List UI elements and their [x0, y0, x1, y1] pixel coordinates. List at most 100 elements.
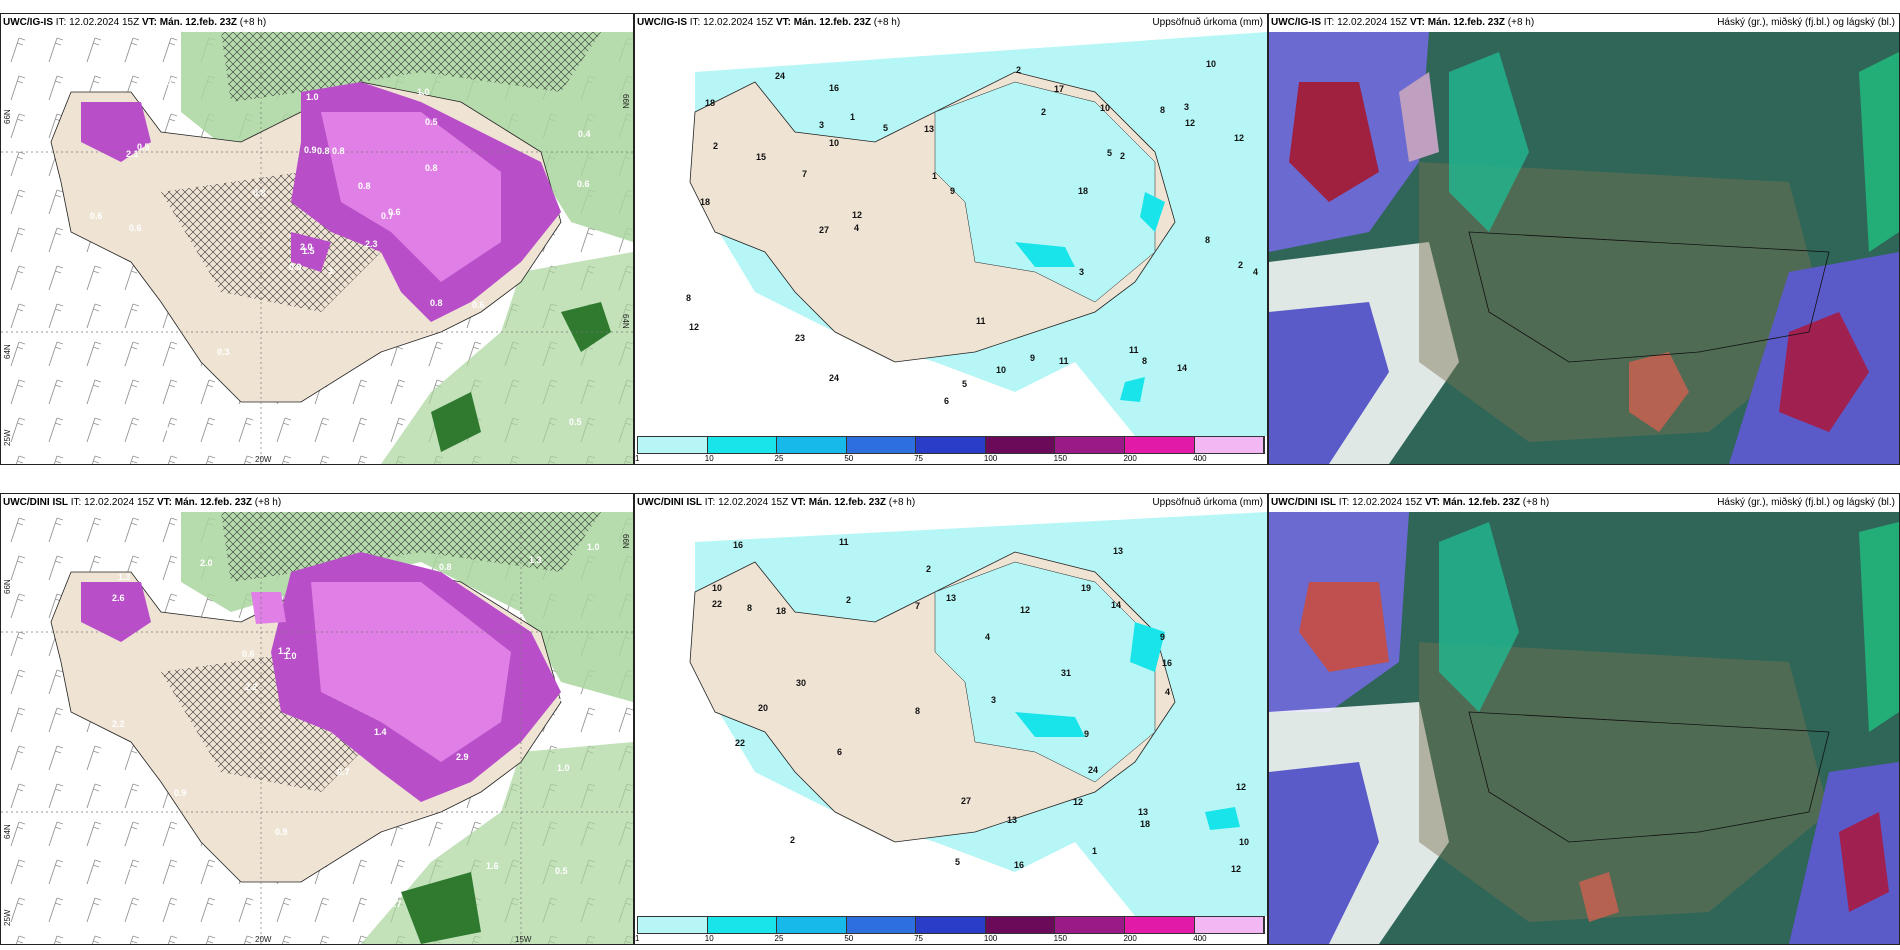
map-value-label: 15 [756, 152, 767, 162]
map-value-label: 3.0 [559, 693, 572, 703]
map-value-label: 0.6 [577, 179, 590, 189]
colorbar-tick: 1 [635, 934, 640, 943]
map-value-label: 1 [1092, 846, 1098, 856]
map-value-label: 2 [1238, 260, 1244, 270]
map-value-label: 0.8 [332, 146, 345, 156]
panel-bot-left: UWC/DINI ISL IT: 12.02.2024 15Z VT: Mán.… [0, 493, 634, 945]
lat-label-right: 66N [621, 94, 630, 109]
map-value-label: 9 [1160, 632, 1166, 642]
map-value-label: 0.6 [242, 649, 255, 659]
colorbar-segment [846, 917, 917, 933]
panel-bot-right: UWC/DINI ISL IT: 12.02.2024 15Z VT: Mán.… [1268, 493, 1900, 945]
map-value-label: 10 [1100, 103, 1111, 113]
map-value-label: 0.8 [253, 188, 266, 198]
map-value-label: 3.5 [542, 736, 555, 746]
map-value-label: 0.5 [555, 866, 568, 876]
colorbar-segment [1055, 917, 1125, 933]
colorbar-segment [985, 917, 1056, 933]
map-value-label: 2.1 [126, 149, 139, 159]
map-value-label: 1 [932, 171, 938, 181]
map-value-label: 2.0 [200, 558, 213, 568]
map-value-label: 3 [991, 695, 997, 705]
map-value-label: 22 [735, 738, 746, 748]
panel-top-right: UWC/IG-IS IT: 12.02.2024 15Z VT: Mán. 12… [1268, 13, 1900, 465]
map-value-label: 12 [1234, 133, 1245, 143]
map-value-label: 13 [924, 124, 935, 134]
precip-map [635, 512, 1267, 916]
map-value-label: 0.5 [137, 142, 150, 152]
colorbar-segment [916, 917, 986, 933]
map-value-label: 12 [689, 322, 700, 332]
map-value-label: 13 [1113, 546, 1124, 556]
map-value-label: 1.5 [159, 77, 172, 87]
colorbar-segment [777, 437, 847, 453]
map-value-label: 2.0 [300, 242, 313, 252]
lon-label: 15W [515, 935, 532, 944]
map-value-label: 2.2 [112, 719, 125, 729]
colorbar-segment [1124, 437, 1195, 453]
map-value-label: 0.8 [317, 146, 330, 156]
map-value-label: 1.5 [302, 246, 315, 256]
panel-title: UWC/IG-IS IT: 12.02.2024 15Z VT: Mán. 12… [3, 17, 267, 28]
map-value-label: 2 [846, 595, 852, 605]
colorbar-tick: 50 [844, 454, 854, 463]
map-value-label: 1.8 [118, 812, 131, 822]
map-value-label: 0.7 [381, 211, 394, 221]
map-value-label: 17 [1054, 84, 1065, 94]
cloud-map [1269, 512, 1899, 944]
colorbar-segment [916, 437, 986, 453]
map-value-label: 11 [976, 316, 986, 326]
map-value-label: 7 [802, 169, 808, 179]
panel-title: UWC/IG-IS IT: 12.02.2024 15Z VT: Mán. 12… [637, 17, 901, 28]
map-value-label: 14 [1111, 600, 1122, 610]
lat-label-right: 66N [621, 534, 630, 549]
map-value-label: 13 [1138, 807, 1149, 817]
panel-title: UWC/DINI ISL IT: 12.02.2024 15Z VT: Mán.… [637, 497, 916, 508]
map-value-label: 8 [915, 706, 921, 716]
map-value-label: 0.5 [425, 117, 438, 127]
map-value-label: 2.2 [245, 682, 258, 692]
colorbar-segment [1194, 917, 1265, 933]
map-value-label: 12 [1020, 605, 1031, 615]
lon-label: 25W [3, 909, 12, 926]
map-value-label: 1.0 [284, 651, 297, 661]
colorbar-segment [777, 917, 847, 933]
map-value-label: 1.2 [278, 646, 291, 656]
precip-map [635, 32, 1267, 436]
map-value-label: 2.3 [365, 239, 378, 249]
map-value-label: 0.8 [439, 562, 452, 572]
map-value-label: 24 [1088, 765, 1099, 775]
map-value-label: 1.0 [557, 763, 570, 773]
map-value-label: 0.4 [578, 129, 591, 139]
map-value-label: 0.9 [304, 145, 317, 155]
colorbar-segment [707, 437, 778, 453]
map-value-label: 8 [1160, 105, 1166, 115]
map-value-label: 2 [1041, 107, 1047, 117]
map-value-label: 7 [915, 601, 921, 611]
map-value-label: 2.7 [389, 899, 402, 909]
map-value-label: 2.9 [456, 752, 469, 762]
map-value-label: 6 [837, 747, 843, 757]
map-value-label: 1.1 [147, 344, 160, 354]
lon-label: 20W [255, 935, 272, 944]
map-value-label: 4 [854, 223, 860, 233]
colorbar-segment [638, 437, 708, 453]
colorbar-tick: 200 [1123, 934, 1137, 943]
map-value-label: 2 [790, 835, 796, 845]
map-value-label: 0.6 [472, 300, 485, 310]
field-title: Háský (gr.), miðský (fj.bl.) og lágský (… [1717, 17, 1895, 28]
map-value-label: 1 [850, 112, 856, 122]
map-value-label: 0.3 [217, 347, 230, 357]
map-value-label: 1.4 [129, 866, 142, 876]
field-title: Háský (gr.), miðský (fj.bl.) og lágský (… [1717, 497, 1895, 508]
panel-title: UWC/DINI ISL IT: 12.02.2024 15Z VT: Mán.… [1271, 497, 1550, 508]
colorbar-segment [707, 917, 778, 933]
map-value-label: 0.9 [275, 827, 288, 837]
map-value-label: 13 [946, 593, 957, 603]
map-value-label: 23 [795, 333, 806, 343]
map-value-label: 0.5 [106, 383, 119, 393]
map-value-label: 3 [819, 120, 825, 130]
map-value-label: 5 [955, 857, 961, 867]
map-value-label: 8 [1205, 235, 1211, 245]
map-value-label: 1.0 [587, 542, 600, 552]
